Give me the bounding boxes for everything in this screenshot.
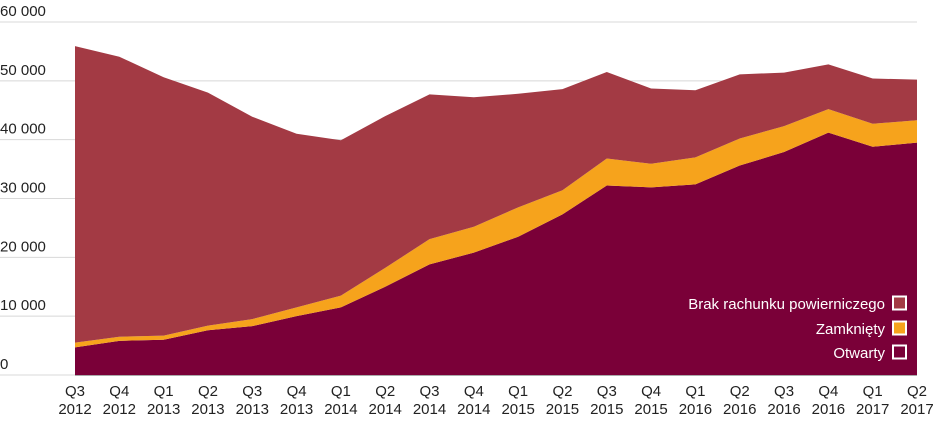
legend-swatch	[892, 344, 907, 360]
x-tick-label: Q3 2015	[590, 383, 623, 418]
x-tick-label: Q1 2017	[856, 383, 889, 418]
x-tick-label: Q4 2012	[103, 383, 136, 418]
area-zamkniety	[75, 109, 917, 348]
legend-swatch	[892, 295, 907, 311]
y-tick-label: 0	[0, 356, 8, 373]
legend-label: Otwarty	[833, 345, 885, 362]
x-tick-label: Q3 2012	[58, 383, 91, 418]
x-tick-label: Q2 2015	[546, 383, 579, 418]
x-tick-label: Q2 2016	[723, 383, 756, 418]
y-tick-label: 40 000	[0, 121, 46, 138]
x-tick-label: Q3 2016	[767, 383, 800, 418]
x-tick-label: Q4 2014	[457, 383, 490, 418]
legend-label: Zamknięty	[816, 321, 886, 338]
area-otwarty	[75, 132, 917, 375]
x-tick-label: Q1 2016	[679, 383, 712, 418]
y-tick-label: 60 000	[0, 3, 46, 20]
legend-swatch	[892, 320, 907, 336]
legend-item: Otwarty	[833, 344, 907, 362]
x-tick-label: Q1 2015	[501, 383, 534, 418]
y-axis-tick-labels: 0 10 000 20 000 30 000 40 000 50 000 60 000	[0, 3, 46, 373]
legend: Brak rachunku powierniczego Zamknięty Otwa…	[688, 295, 907, 362]
x-tick-label: Q4 2016	[812, 383, 845, 418]
x-axis-tick-labels: Q3 2012 Q4 2012 Q1 2013 Q2 2013 Q3 2013 Q4 2013 Q1 20…	[58, 383, 933, 418]
legend-item: Brak rachunku powierniczego	[688, 295, 907, 313]
x-tick-label: Q4 2015	[634, 383, 667, 418]
y-tick-label: 30 000	[0, 180, 46, 197]
x-tick-label: Q2 2014	[369, 383, 402, 418]
x-tick-label: Q2 2013	[191, 383, 224, 418]
area-series	[75, 46, 917, 375]
x-tick-label: Q3 2014	[413, 383, 446, 418]
legend-label: Brak rachunku powierniczego	[688, 296, 885, 313]
x-tick-label: Q3 2013	[236, 383, 269, 418]
area-brak	[75, 46, 917, 343]
legend-item: Zamknięty	[816, 320, 907, 338]
y-tick-label: 50 000	[0, 62, 46, 79]
x-tick-label: Q2 2017	[900, 383, 933, 418]
x-tick-label: Q4 2013	[280, 383, 313, 418]
y-tick-label: 10 000	[0, 297, 46, 314]
x-tick-label: Q1 2014	[324, 383, 357, 418]
x-tick-label: Q1 2013	[147, 383, 180, 418]
y-tick-label: 20 000	[0, 238, 46, 255]
